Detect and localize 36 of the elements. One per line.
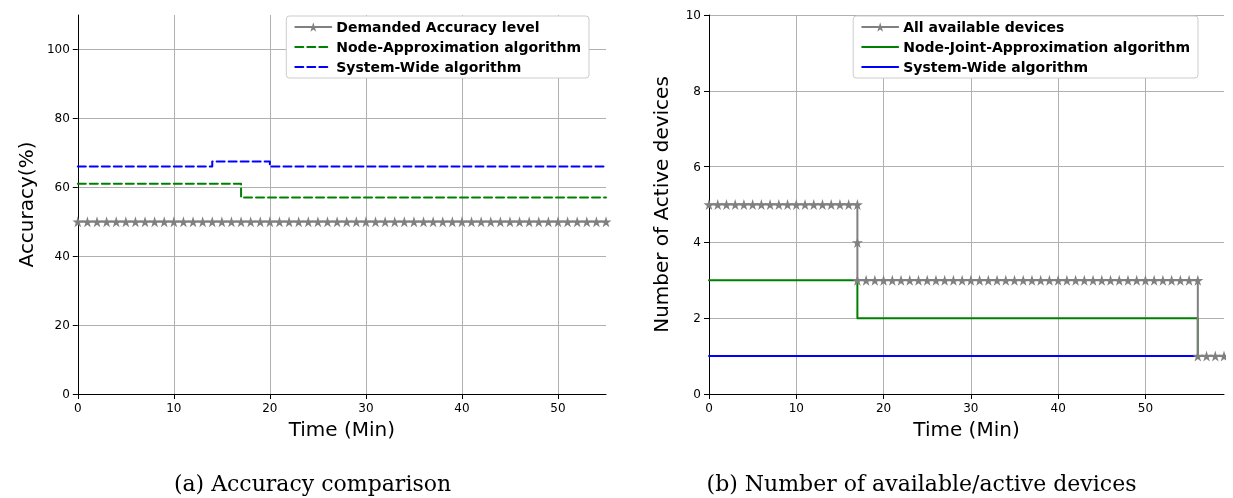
x-tick-label: 0 — [705, 401, 713, 415]
x-tick-label: 20 — [262, 401, 278, 415]
legend-label: Demanded Accuracy level — [336, 19, 540, 35]
x-tick-label: 40 — [1050, 401, 1066, 415]
legend-label: Node-Joint-Approximation algorithm — [903, 39, 1190, 55]
x-tick-label: 50 — [1137, 401, 1154, 415]
y-tick-label: 60 — [54, 180, 70, 195]
legend-label: All available devices — [903, 19, 1065, 35]
x-tick-label: 10 — [788, 401, 804, 415]
x-tick-label: 50 — [550, 401, 566, 415]
y-tick-label: 80 — [54, 111, 70, 126]
y-tick-label: 20 — [54, 318, 70, 333]
x-axis-title: Time (Min) — [912, 416, 1020, 441]
y-tick-label: 10 — [685, 8, 701, 22]
x-tick-label: 30 — [963, 401, 979, 415]
y-tick-label: 100 — [46, 42, 70, 57]
y-tick-label: 4 — [693, 235, 701, 250]
x-tick-label: 0 — [73, 401, 82, 415]
x-tick-label: 30 — [358, 401, 374, 415]
legend-label: System-Wide algorithm — [903, 59, 1089, 75]
y-tick-label: 0 — [693, 387, 701, 401]
y-tick-label: 8 — [693, 83, 701, 98]
y-tick-label: 2 — [693, 311, 701, 326]
y-tick-label: 6 — [693, 159, 701, 174]
y-axis-title: Number of Active devices — [649, 76, 673, 333]
legend-label: Node-Approximation algorithm — [336, 39, 582, 55]
x-tick-label: 20 — [875, 401, 892, 415]
x-tick-label: 40 — [454, 401, 470, 415]
y-axis-title: Accuracy(%) — [14, 141, 38, 268]
legend-label: System-Wide algorithm — [336, 59, 522, 75]
x-tick-label: 10 — [166, 401, 182, 415]
text: (b) Number of available/active devices — [706, 470, 1137, 496]
y-tick-label: 0 — [62, 387, 70, 401]
x-axis-title: Time (Min) — [287, 416, 396, 441]
text: (a) Accuracy comparison — [173, 470, 452, 496]
y-tick-label: 40 — [54, 249, 70, 264]
